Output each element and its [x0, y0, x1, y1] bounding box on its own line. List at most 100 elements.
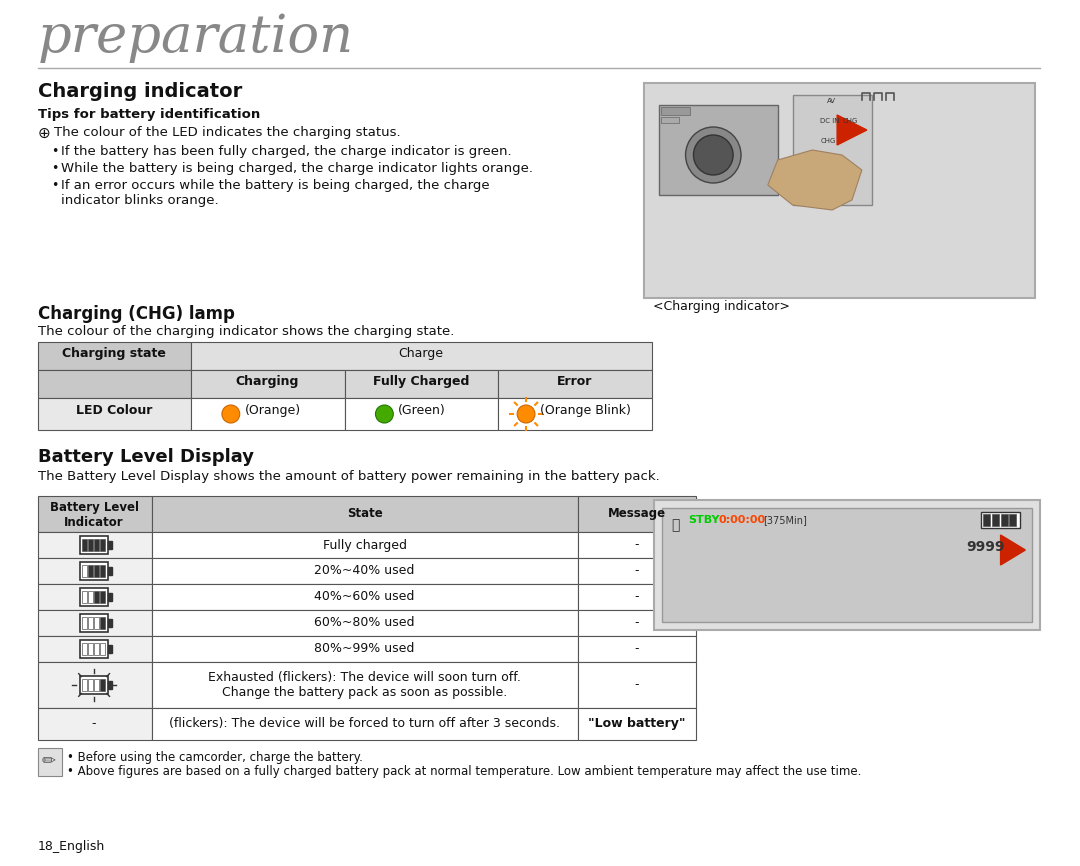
- Text: CHG: CHG: [821, 138, 836, 144]
- Bar: [661, 107, 690, 115]
- Bar: [108, 681, 112, 689]
- Text: • Above figures are based on a fully charged battery pack at normal temperature.: • Above figures are based on a fully cha…: [67, 765, 862, 778]
- Circle shape: [517, 405, 535, 423]
- Bar: [80, 588, 108, 606]
- Text: •: •: [52, 162, 59, 175]
- Bar: [578, 584, 697, 610]
- Bar: [191, 398, 345, 430]
- Bar: [578, 496, 697, 532]
- Bar: [108, 619, 112, 627]
- Text: ✏: ✏: [42, 751, 55, 769]
- Text: 0:00:00: 0:00:00: [718, 515, 766, 525]
- Text: Charging state: Charging state: [62, 347, 166, 360]
- Bar: [108, 567, 112, 575]
- Bar: [100, 565, 105, 577]
- Text: 20%~40% used: 20%~40% used: [314, 565, 415, 578]
- Polygon shape: [1000, 535, 1025, 565]
- Bar: [89, 539, 93, 551]
- Text: -: -: [635, 565, 639, 578]
- Bar: [80, 640, 108, 658]
- Bar: [38, 558, 151, 584]
- Bar: [644, 83, 1036, 298]
- Text: STBY: STBY: [689, 515, 720, 525]
- Bar: [151, 496, 578, 532]
- Text: <Charging indicator>: <Charging indicator>: [652, 300, 789, 313]
- Bar: [94, 565, 99, 577]
- Text: • Before using the camcorder, charge the battery.: • Before using the camcorder, charge the…: [67, 751, 363, 764]
- Text: While the battery is being charged, the charge indicator lights orange.: While the battery is being charged, the …: [62, 162, 534, 175]
- Bar: [38, 662, 151, 708]
- Bar: [578, 636, 697, 662]
- Text: -: -: [635, 617, 639, 630]
- Text: (Green): (Green): [399, 404, 446, 417]
- Text: Tips for battery identification: Tips for battery identification: [38, 108, 260, 121]
- Bar: [793, 95, 872, 205]
- Text: If an error occurs while the battery is being charged, the charge
indicator blin: If an error occurs while the battery is …: [62, 179, 490, 207]
- Bar: [151, 708, 578, 740]
- Bar: [100, 643, 105, 655]
- Text: State: State: [347, 507, 382, 520]
- Bar: [89, 591, 93, 603]
- Bar: [38, 748, 63, 776]
- Text: -: -: [635, 643, 639, 656]
- Bar: [659, 105, 778, 195]
- Bar: [151, 636, 578, 662]
- Text: 40%~60% used: 40%~60% used: [314, 591, 415, 604]
- Bar: [151, 558, 578, 584]
- Bar: [100, 539, 105, 551]
- Bar: [578, 708, 697, 740]
- Bar: [578, 532, 697, 558]
- Bar: [991, 514, 999, 526]
- Bar: [80, 562, 108, 580]
- Text: •: •: [52, 179, 59, 192]
- Text: 9999: 9999: [966, 540, 1004, 554]
- Text: If the battery has been fully charged, the charge indicator is green.: If the battery has been fully charged, t…: [62, 145, 512, 158]
- Text: ⊕: ⊕: [38, 126, 51, 141]
- Bar: [100, 591, 105, 603]
- Text: AV: AV: [827, 98, 836, 104]
- Bar: [38, 532, 151, 558]
- Bar: [80, 676, 108, 694]
- Text: (Orange): (Orange): [245, 404, 301, 417]
- Bar: [82, 643, 87, 655]
- Bar: [151, 662, 578, 708]
- Bar: [89, 679, 93, 691]
- Bar: [498, 398, 652, 430]
- Bar: [38, 610, 151, 636]
- Bar: [498, 370, 652, 398]
- Text: Fully charged: Fully charged: [323, 539, 406, 552]
- Bar: [151, 532, 578, 558]
- Bar: [38, 584, 151, 610]
- Text: The Battery Level Display shows the amount of battery power remaining in the bat: The Battery Level Display shows the amou…: [38, 470, 660, 483]
- Text: Battery Level Display: Battery Level Display: [38, 448, 254, 466]
- Text: The colour of the charging indicator shows the charging state.: The colour of the charging indicator sho…: [38, 325, 454, 338]
- Bar: [82, 565, 87, 577]
- Bar: [345, 370, 498, 398]
- Bar: [38, 708, 151, 740]
- Circle shape: [376, 405, 393, 423]
- Text: Charging: Charging: [235, 375, 299, 388]
- Bar: [345, 398, 498, 430]
- Bar: [578, 558, 697, 584]
- Bar: [94, 679, 99, 691]
- Bar: [82, 539, 87, 551]
- Bar: [191, 342, 652, 370]
- Bar: [1010, 514, 1016, 526]
- Bar: [38, 370, 191, 398]
- Bar: [94, 617, 99, 629]
- Bar: [578, 662, 697, 708]
- Bar: [80, 614, 108, 632]
- Text: -: -: [635, 539, 639, 552]
- Circle shape: [686, 127, 741, 183]
- Text: The colour of the LED indicates the charging status.: The colour of the LED indicates the char…: [54, 126, 401, 139]
- Bar: [108, 593, 112, 601]
- Bar: [108, 541, 112, 549]
- Circle shape: [221, 405, 240, 423]
- Text: "Low battery": "Low battery": [589, 718, 686, 731]
- Text: -: -: [635, 591, 639, 604]
- Bar: [983, 514, 989, 526]
- Text: 📷: 📷: [672, 518, 680, 532]
- Bar: [662, 508, 1032, 622]
- Bar: [100, 679, 105, 691]
- Bar: [1000, 514, 1008, 526]
